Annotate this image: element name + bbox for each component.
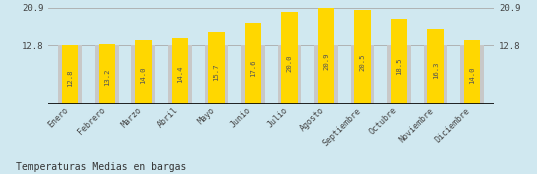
Text: 14.0: 14.0 <box>140 67 146 84</box>
Bar <box>62 45 78 104</box>
Text: 14.0: 14.0 <box>469 67 475 84</box>
Bar <box>427 29 444 104</box>
Text: 17.6: 17.6 <box>250 59 256 77</box>
Bar <box>460 45 484 104</box>
Bar <box>314 45 338 104</box>
Bar <box>168 45 192 104</box>
Bar <box>59 45 82 104</box>
Bar <box>464 40 480 104</box>
Bar <box>132 45 155 104</box>
Text: 16.3: 16.3 <box>433 62 439 79</box>
Bar <box>278 45 301 104</box>
Bar <box>351 45 374 104</box>
Bar <box>99 44 115 104</box>
Bar <box>205 45 228 104</box>
Bar <box>354 10 371 104</box>
Text: 20.0: 20.0 <box>286 54 293 72</box>
Text: Temperaturas Medias en bargas: Temperaturas Medias en bargas <box>16 162 186 172</box>
Bar <box>318 8 334 104</box>
Bar <box>135 40 151 104</box>
Bar <box>208 32 224 104</box>
Text: 20.9: 20.9 <box>323 52 329 70</box>
Text: 18.5: 18.5 <box>396 57 402 75</box>
Text: 12.8: 12.8 <box>67 69 73 87</box>
Bar <box>95 45 119 104</box>
Bar <box>281 12 297 104</box>
Text: 15.7: 15.7 <box>213 63 220 81</box>
Bar <box>391 19 407 104</box>
Text: 14.4: 14.4 <box>177 66 183 83</box>
Bar <box>245 23 261 104</box>
Bar <box>387 45 411 104</box>
Bar <box>172 38 188 104</box>
Text: 13.2: 13.2 <box>104 68 110 86</box>
Text: 20.5: 20.5 <box>359 53 366 71</box>
Bar <box>241 45 265 104</box>
Bar <box>424 45 447 104</box>
